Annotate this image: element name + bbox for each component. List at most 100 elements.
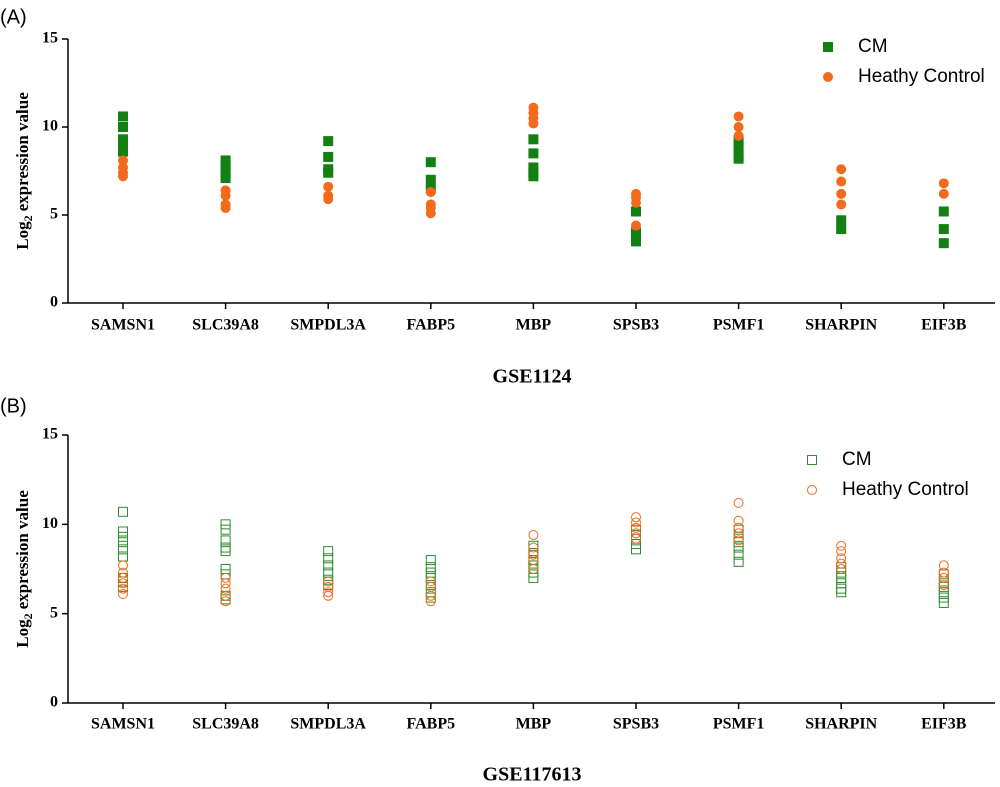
point (323, 560, 334, 571)
point (118, 506, 128, 517)
x-tick-label: MBP (516, 317, 552, 334)
legend-label: Heathy Control (842, 479, 969, 500)
y-label-rest: expression value (13, 92, 32, 212)
y-tick-label: 10 (42, 515, 58, 532)
x-tick-label: MBP (516, 716, 552, 733)
point (631, 533, 641, 544)
x-tick-label: FABP5 (407, 317, 456, 334)
y-tick-label: 15 (42, 426, 58, 443)
point (323, 546, 334, 557)
point (220, 190, 231, 201)
point (836, 215, 847, 226)
point (631, 206, 641, 217)
point (733, 535, 744, 546)
point (836, 188, 847, 199)
point (118, 155, 128, 166)
x-tick-label: SHARPIN (805, 317, 877, 334)
x-tick-label: SAMSN1 (91, 716, 155, 733)
point (836, 199, 847, 210)
point (528, 564, 539, 574)
point (733, 153, 744, 164)
point (220, 572, 231, 583)
point (220, 519, 231, 530)
point (733, 528, 744, 539)
point (528, 567, 539, 578)
point (631, 517, 641, 528)
legend-marker (807, 485, 817, 495)
point (118, 526, 128, 537)
point (836, 578, 847, 589)
y-tick-label: 15 (42, 30, 58, 47)
point (425, 208, 436, 219)
point (323, 590, 334, 601)
point (118, 560, 128, 571)
point (836, 164, 847, 175)
point (220, 583, 231, 594)
point (118, 551, 128, 562)
point (118, 531, 128, 542)
point (425, 567, 436, 578)
point (220, 524, 231, 535)
point (836, 583, 847, 594)
point (836, 572, 847, 583)
point (220, 173, 231, 184)
point (733, 122, 744, 132)
point (528, 542, 539, 553)
point (425, 590, 436, 601)
point (118, 171, 128, 182)
point (938, 206, 949, 217)
point (836, 540, 847, 551)
point (836, 587, 847, 598)
y-tick-label: 5 (50, 604, 58, 621)
point (528, 560, 539, 571)
point (118, 567, 128, 578)
x-tick-label: SAMSN1 (91, 317, 155, 334)
point (118, 544, 128, 555)
point (836, 224, 847, 235)
point (528, 148, 539, 159)
point (220, 546, 231, 557)
point (323, 181, 334, 192)
y-tick-label: 10 (42, 118, 58, 135)
point (118, 572, 128, 583)
x-tick-label: SPSB3 (613, 317, 659, 334)
legend-marker (807, 455, 817, 465)
point (425, 157, 436, 168)
point (938, 592, 949, 603)
x-tick-label: SMPDL3A (290, 317, 366, 334)
point (220, 202, 231, 213)
x-axis-title: GSE117613 (483, 764, 582, 786)
point (733, 141, 744, 152)
y-tick-label: 5 (50, 206, 58, 223)
point (220, 590, 231, 601)
x-tick-label: EIF3B (921, 716, 967, 733)
point (938, 188, 949, 199)
legend-marker (823, 72, 833, 82)
point (528, 162, 539, 173)
legend-label: CM (858, 36, 888, 57)
point (938, 178, 949, 189)
y-label-sub: 2 (21, 613, 35, 619)
y-label-main: Log (13, 221, 32, 250)
point (733, 497, 744, 508)
point (733, 136, 744, 147)
point (938, 224, 949, 235)
point (220, 578, 231, 589)
point (938, 567, 949, 578)
point (425, 562, 436, 573)
y-label-sub: 2 (21, 215, 35, 221)
point (631, 227, 641, 238)
legend-marker (823, 42, 833, 52)
point (425, 576, 436, 587)
point (836, 553, 847, 564)
point (425, 187, 436, 198)
point (425, 596, 436, 607)
point (220, 564, 231, 574)
point (733, 111, 744, 122)
point (528, 118, 539, 129)
x-tick-label: PSMF1 (713, 317, 765, 334)
point (631, 512, 641, 523)
y-axis-label: Log2 expression value (13, 490, 35, 648)
point (528, 555, 539, 566)
